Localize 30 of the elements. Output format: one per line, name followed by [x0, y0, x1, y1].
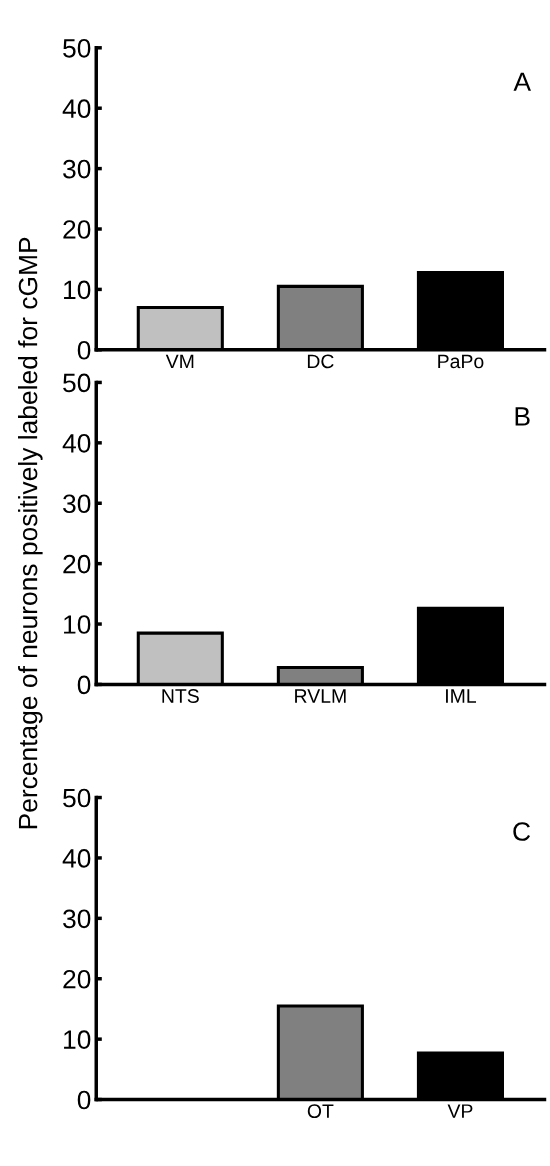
x-tick-label: OT — [307, 1104, 334, 1118]
y-tick-label: 10 — [64, 1030, 91, 1049]
y-tick-label: 40 — [62, 849, 91, 868]
y-tick-label: 10 — [64, 280, 91, 300]
x-tick-label: DC — [307, 354, 334, 369]
x-tick-label: NTS — [162, 689, 199, 703]
y-tick-label: 0 — [77, 1090, 91, 1110]
annotation: B — [515, 407, 530, 426]
x-tick-label: VM — [165, 354, 194, 369]
y-tick-label: 40 — [62, 99, 91, 119]
y-tick-label: 50 — [63, 38, 91, 58]
x-tick-label: PaPo — [438, 354, 484, 369]
y-axis-title: Percentage of neurons positively labeled for cGMP — [18, 237, 43, 829]
x-tick-label: VP — [447, 1104, 473, 1118]
x-tick-label: RVLM — [295, 689, 346, 703]
y-tick-label: 50 — [63, 788, 91, 808]
y-tick-label: 20 — [63, 554, 91, 574]
y-tick-label: 50 — [63, 373, 91, 393]
y-tick-label: 0 — [77, 340, 91, 360]
y-tick-label: 0 — [77, 675, 91, 695]
y-tick-label: 20 — [63, 220, 91, 239]
y-tick-label: 10 — [64, 615, 91, 634]
y-tick-label: 30 — [63, 494, 91, 514]
y-tick-label: 20 — [63, 969, 91, 989]
y-tick-label: 30 — [63, 159, 91, 179]
annotation: C — [513, 822, 531, 841]
y-tick-label: 40 — [62, 433, 91, 453]
y-tick-label: 30 — [63, 909, 91, 929]
x-tick-label: IML — [446, 689, 477, 703]
annotation: A — [513, 72, 531, 91]
